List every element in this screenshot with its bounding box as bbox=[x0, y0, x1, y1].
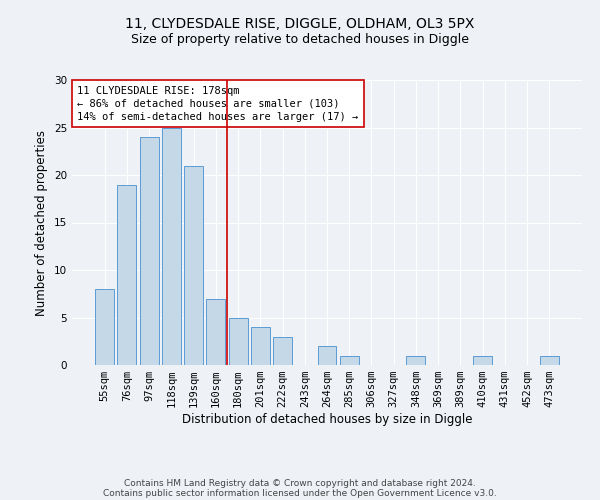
X-axis label: Distribution of detached houses by size in Diggle: Distribution of detached houses by size … bbox=[182, 413, 472, 426]
Text: Contains HM Land Registry data © Crown copyright and database right 2024.: Contains HM Land Registry data © Crown c… bbox=[124, 478, 476, 488]
Bar bbox=[406, 356, 425, 365]
Text: 11 CLYDESDALE RISE: 178sqm
← 86% of detached houses are smaller (103)
14% of sem: 11 CLYDESDALE RISE: 178sqm ← 86% of deta… bbox=[77, 86, 358, 122]
Text: Size of property relative to detached houses in Diggle: Size of property relative to detached ho… bbox=[131, 32, 469, 46]
Bar bbox=[118, 184, 136, 365]
Bar bbox=[540, 356, 559, 365]
Bar bbox=[340, 356, 359, 365]
Bar bbox=[251, 327, 270, 365]
Bar bbox=[140, 137, 158, 365]
Y-axis label: Number of detached properties: Number of detached properties bbox=[35, 130, 49, 316]
Bar bbox=[206, 298, 225, 365]
Bar bbox=[229, 318, 248, 365]
Bar bbox=[273, 336, 292, 365]
Bar bbox=[95, 289, 114, 365]
Text: Contains public sector information licensed under the Open Government Licence v3: Contains public sector information licen… bbox=[103, 488, 497, 498]
Bar bbox=[162, 128, 181, 365]
Bar bbox=[184, 166, 203, 365]
Bar bbox=[473, 356, 492, 365]
Text: 11, CLYDESDALE RISE, DIGGLE, OLDHAM, OL3 5PX: 11, CLYDESDALE RISE, DIGGLE, OLDHAM, OL3… bbox=[125, 18, 475, 32]
Bar bbox=[317, 346, 337, 365]
